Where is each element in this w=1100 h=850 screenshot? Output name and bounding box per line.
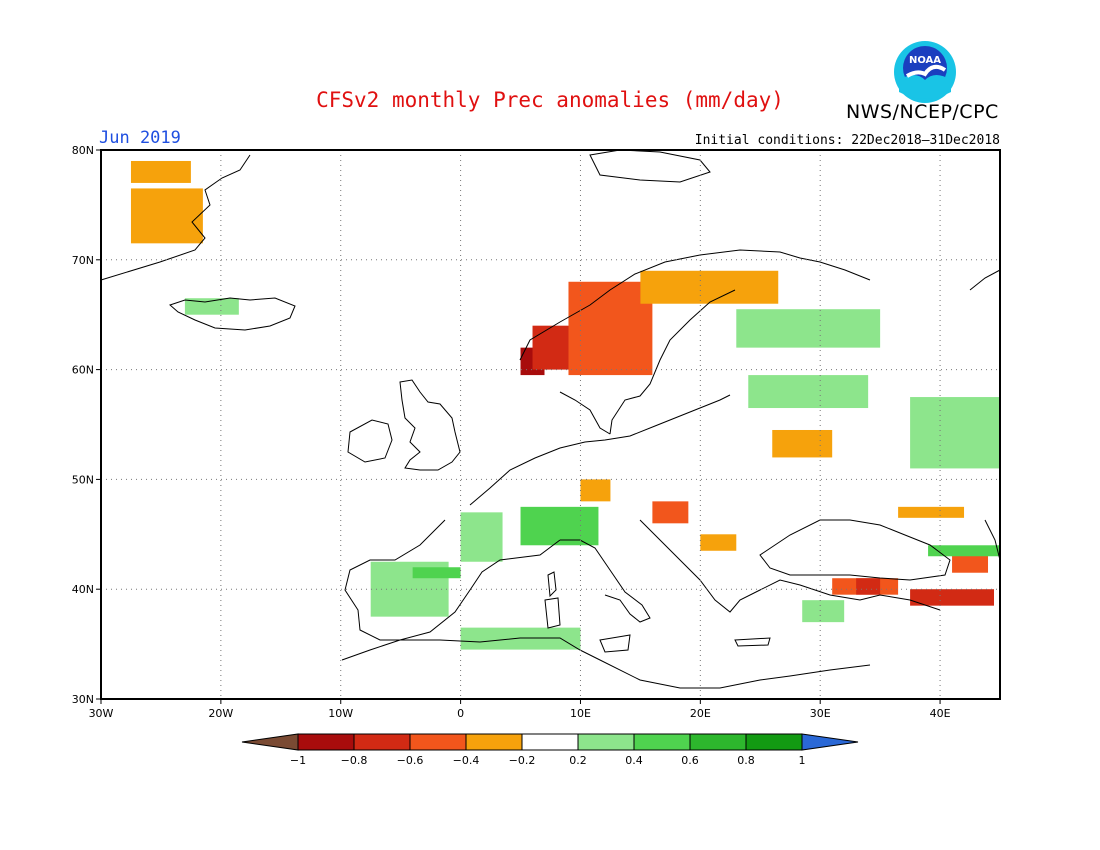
- map-frame: [100, 149, 1001, 700]
- anomaly-cell: [580, 479, 611, 502]
- coastline-greenland: [100, 154, 251, 281]
- anomaly-cell: [910, 397, 1000, 469]
- coastline-britain: [399, 379, 461, 471]
- colorbar-low-arrow: [241, 733, 299, 751]
- agency-label: NWS/NCEP/CPC: [846, 101, 999, 123]
- anomaly-cell: [772, 429, 833, 458]
- anomaly-cell: [520, 506, 599, 546]
- lat-tick-label: 70N: [72, 254, 94, 267]
- lon-tick-label: 30W: [89, 707, 114, 720]
- coastline-sicily: [599, 634, 631, 653]
- colorbar-swatch: [745, 733, 803, 751]
- logo-text: NOAA: [909, 55, 941, 66]
- anomaly-cell: [412, 567, 461, 579]
- colorbar-swatch: [465, 733, 523, 751]
- lat-tick-label: 60N: [72, 364, 94, 377]
- initial-conditions: Initial conditions: 22Dec2018–31Dec2018: [694, 133, 1000, 148]
- coastline-black-sea: [759, 519, 951, 581]
- anomaly-cell: [856, 578, 881, 595]
- coastline-italy: [560, 539, 651, 623]
- anomaly-cell: [640, 270, 779, 304]
- colorbar-label: 0.8: [737, 754, 755, 767]
- coastline-caspian: [984, 519, 1001, 561]
- colorbar-label: 0.2: [569, 754, 587, 767]
- anomaly-cell: [928, 545, 1000, 557]
- lat-tick-label: 30N: [72, 693, 94, 706]
- anomaly-cell: [802, 600, 845, 623]
- colorbar-label: −1: [290, 754, 306, 767]
- coastline-north-europe: [469, 394, 731, 506]
- anomaly-cell: [700, 534, 737, 551]
- colorbar-label: 1: [799, 754, 806, 767]
- coastline-svalbard: [589, 149, 711, 183]
- colorbar-swatch: [577, 733, 635, 751]
- anomaly-cell: [184, 298, 239, 315]
- coastline-balkans: [639, 519, 941, 613]
- colorbar-swatch: [521, 733, 579, 751]
- anomaly-cell: [748, 375, 869, 409]
- logo-bird: [905, 64, 947, 78]
- colorbar-swatch: [353, 733, 411, 751]
- colorbar-label: −0.6: [397, 754, 424, 767]
- anomaly-cell: [652, 501, 689, 524]
- colorbar-swatch: [409, 733, 467, 751]
- lon-tick-labels: 30W 20W 10W 0 10E 20E 30E 40E: [89, 699, 951, 720]
- coastline-north-africa: [341, 637, 871, 689]
- anomaly-cell: [460, 512, 503, 562]
- lat-tick-label: 80N: [72, 144, 94, 157]
- lat-tick-labels: 30N 40N 50N 60N 70N 80N: [72, 144, 101, 706]
- anomaly-cell: [460, 627, 581, 650]
- lon-tick-label: 10W: [328, 707, 353, 720]
- colorbar: −1 −0.8 −0.6 −0.4 −0.2 0.2 0.4 0.6 0.8 1: [241, 733, 859, 767]
- anomaly-cell: [736, 309, 881, 348]
- coastline-corsica: [547, 571, 557, 598]
- forecast-period: Jun 2019: [99, 128, 181, 148]
- anomaly-cell: [130, 188, 203, 244]
- lat-tick-label: 40N: [72, 583, 94, 596]
- colorbar-swatch: [689, 733, 747, 751]
- anomaly-cell: [568, 281, 653, 376]
- coastline-novaya-zemlya: [969, 269, 1001, 291]
- noaa-logo: NOAA: [894, 41, 956, 103]
- grid-layer: [101, 150, 1000, 699]
- lon-tick-label: 10E: [570, 707, 591, 720]
- lat-tick-label: 50N: [72, 473, 94, 486]
- lon-tick-label: 20E: [690, 707, 711, 720]
- colorbar-high-arrow: [801, 733, 859, 751]
- lon-tick-label: 20W: [208, 707, 233, 720]
- logo-wave: [899, 75, 951, 99]
- colorbar-label: 0.4: [625, 754, 643, 767]
- colorbar-swatch: [297, 733, 355, 751]
- map-title: CFSv2 monthly Prec anomalies (mm/day): [316, 88, 784, 112]
- anomaly-layer: [130, 160, 1000, 650]
- coastline-iberia: [344, 519, 561, 641]
- anomaly-cell: [910, 589, 995, 606]
- colorbar-label: −0.8: [341, 754, 368, 767]
- colorbar-swatch: [633, 733, 691, 751]
- coastline-sardinia: [544, 597, 561, 629]
- anomaly-cell: [130, 160, 191, 183]
- colorbar-label: 0.6: [681, 754, 699, 767]
- lon-tick-label: 30E: [810, 707, 831, 720]
- coastline-iceland: [169, 297, 296, 331]
- coastline-crete: [734, 637, 771, 647]
- lon-tick-label: 0: [457, 707, 464, 720]
- lon-tick-label: 40E: [930, 707, 951, 720]
- anomaly-cell: [898, 506, 965, 518]
- colorbar-label: −0.4: [453, 754, 480, 767]
- coastline-layer: [100, 149, 1001, 689]
- coastline-ireland: [347, 419, 393, 463]
- colorbar-label: −0.2: [509, 754, 536, 767]
